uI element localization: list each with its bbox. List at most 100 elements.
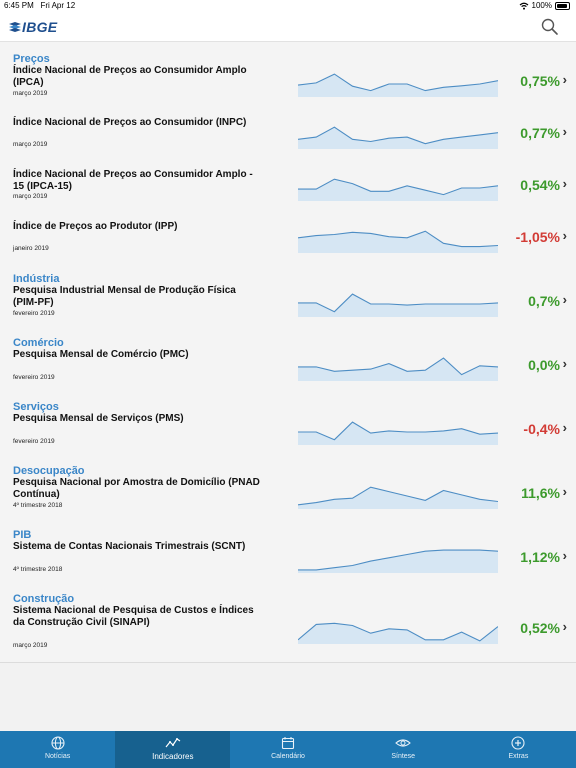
sparkline-line (298, 357, 498, 376)
ibge-logo: IBGE (8, 17, 57, 37)
sparkline-area (298, 550, 498, 573)
sparkline-line (298, 549, 498, 571)
chevron-right-icon: › (562, 420, 567, 435)
indicator-row[interactable]: Construção Sistema Nacional de Pesquisa d… (0, 582, 576, 663)
sparkline-area (298, 487, 498, 509)
sparkline-chart (298, 622, 498, 644)
tab-calendario[interactable]: Calendário (230, 731, 345, 768)
status-right: 100% (519, 0, 570, 12)
sparkline-line (298, 622, 498, 642)
sparkline-area (298, 422, 498, 445)
indicator-category: Preços (13, 53, 50, 65)
indicator-category: PIB (13, 529, 32, 541)
indicator-date: 4º trimestre 2018 (13, 502, 63, 509)
indicator-date: março 2019 (13, 141, 48, 148)
indicator-value: 0,52% (520, 620, 560, 636)
eye-icon (395, 739, 412, 747)
indicator-date: fevereiro 2019 (13, 310, 55, 317)
sparkline-line (298, 293, 498, 313)
chevron-right-icon: › (562, 124, 567, 139)
indicator-value: 0,77% (520, 125, 560, 141)
indicator-date: fevereiro 2019 (13, 438, 55, 445)
indicator-row[interactable]: Índice Nacional de Preços ao Consumidor … (0, 106, 576, 159)
sparkline-area (298, 74, 498, 97)
indicator-value: 0,7% (528, 293, 560, 309)
battery-percent: 100% (531, 1, 552, 10)
indicator-name: Pesquisa Mensal de Comércio (PMC) (13, 349, 189, 360)
tab-label: Calendário (271, 753, 305, 760)
indicator-category: Construção (13, 593, 75, 605)
sparkline-chart (298, 486, 498, 509)
indicator-value: -1,05% (515, 229, 560, 245)
sparkline-chart (298, 357, 498, 381)
sparkline-chart (298, 421, 498, 445)
indicator-value: 0,54% (520, 177, 560, 193)
chevron-right-icon: › (562, 72, 567, 87)
ibge-logo-text: IBGE (22, 19, 58, 35)
indicator-value: 0,0% (528, 357, 560, 373)
sparkline-chart (298, 73, 498, 97)
indicator-category: Indústria (13, 273, 60, 285)
indicator-date: 4º trimestre 2018 (13, 566, 63, 573)
indicator-row[interactable]: Comércio Pesquisa Mensal de Comércio (PMC… (0, 326, 576, 391)
chevron-right-icon: › (562, 292, 567, 307)
indicator-name: Pesquisa Mensal de Serviços (PMS) (13, 413, 184, 424)
tab-noticias[interactable]: Notícias (0, 731, 115, 768)
battery-icon (555, 2, 570, 10)
indicator-row[interactable]: Índice Nacional de Preços ao Consumidor … (0, 158, 576, 211)
wifi-icon (519, 2, 528, 10)
indicator-date: março 2019 (13, 90, 48, 97)
indicator-row[interactable]: Indústria Pesquisa Industrial Mensal de P… (0, 262, 576, 327)
chevron-right-icon: › (562, 228, 567, 243)
indicator-name: Índice Nacional de Preços ao Consumidor … (13, 169, 253, 192)
sparkline-chart (298, 178, 498, 201)
indicator-name: Índice de Preços ao Produtor (IPP) (13, 221, 178, 232)
tab-indicadores[interactable]: Indicadores (115, 731, 231, 768)
status-time: 6:45 PM Fri Apr 12 (4, 1, 76, 10)
search-icon[interactable] (540, 17, 560, 37)
sparkline-area (298, 294, 498, 317)
indicator-value: -0,4% (523, 421, 560, 437)
sparkline-area (298, 179, 498, 201)
trend-line-icon (165, 738, 181, 748)
indicator-date: março 2019 (13, 193, 48, 200)
tab-label: Notícias (44, 753, 71, 760)
plus-circle-icon (511, 736, 525, 750)
sparkline-line (298, 421, 498, 441)
globe-icon (51, 736, 65, 750)
tab-extras[interactable]: Extras (461, 731, 576, 768)
indicator-name: Sistema Nacional de Pesquisa de Custos e… (13, 605, 254, 628)
chevron-right-icon: › (562, 176, 567, 191)
indicator-row[interactable]: Preços Índice Nacional de Preços ao Consu… (0, 42, 576, 107)
chevron-right-icon: › (562, 548, 567, 563)
indicator-name: Índice Nacional de Preços ao Consumidor … (13, 117, 247, 128)
indicator-value: 11,6% (521, 485, 560, 501)
chevron-right-icon: › (562, 619, 567, 634)
tab-bar: Notícias Indicadores Calendário Síntese Extr… (0, 731, 576, 768)
indicator-value: 1,12% (520, 549, 560, 565)
sparkline-line (298, 486, 498, 506)
indicator-row[interactable]: PIB Sistema de Contas Nacionais Trimestra… (0, 518, 576, 583)
sparkline-chart (298, 230, 498, 253)
chevron-right-icon: › (562, 356, 567, 371)
indicator-row[interactable]: Serviços Pesquisa Mensal de Serviços (PMS… (0, 390, 576, 455)
tab-sintese[interactable]: Síntese (346, 731, 461, 768)
sparkline-area (298, 231, 498, 253)
indicator-name: Índice Nacional de Preços ao Consumidor … (13, 65, 247, 88)
tab-label: Síntese (391, 753, 416, 760)
sparkline-area (298, 358, 498, 381)
indicator-row[interactable]: Desocupação Pesquisa Nacional por Amostra… (0, 454, 576, 519)
calendar-icon (281, 737, 295, 750)
sparkline-chart (298, 549, 498, 573)
sparkline-line (298, 126, 498, 145)
indicator-date: janeiro 2019 (13, 245, 49, 252)
indicator-name: Pesquisa Nacional por Amostra de Domicíl… (13, 477, 260, 500)
indicator-category: Comércio (13, 337, 64, 349)
indicator-date: março 2019 (13, 642, 48, 649)
indicator-name: Sistema de Contas Nacionais Trimestrais … (13, 541, 246, 552)
chevron-right-icon: › (562, 484, 567, 499)
indicator-row[interactable]: Índice de Preços ao Produtor (IPP) janeir… (0, 210, 576, 263)
sparkline-chart (298, 293, 498, 317)
indicator-category: Serviços (13, 401, 59, 413)
ibge-mark-icon (9, 22, 21, 32)
